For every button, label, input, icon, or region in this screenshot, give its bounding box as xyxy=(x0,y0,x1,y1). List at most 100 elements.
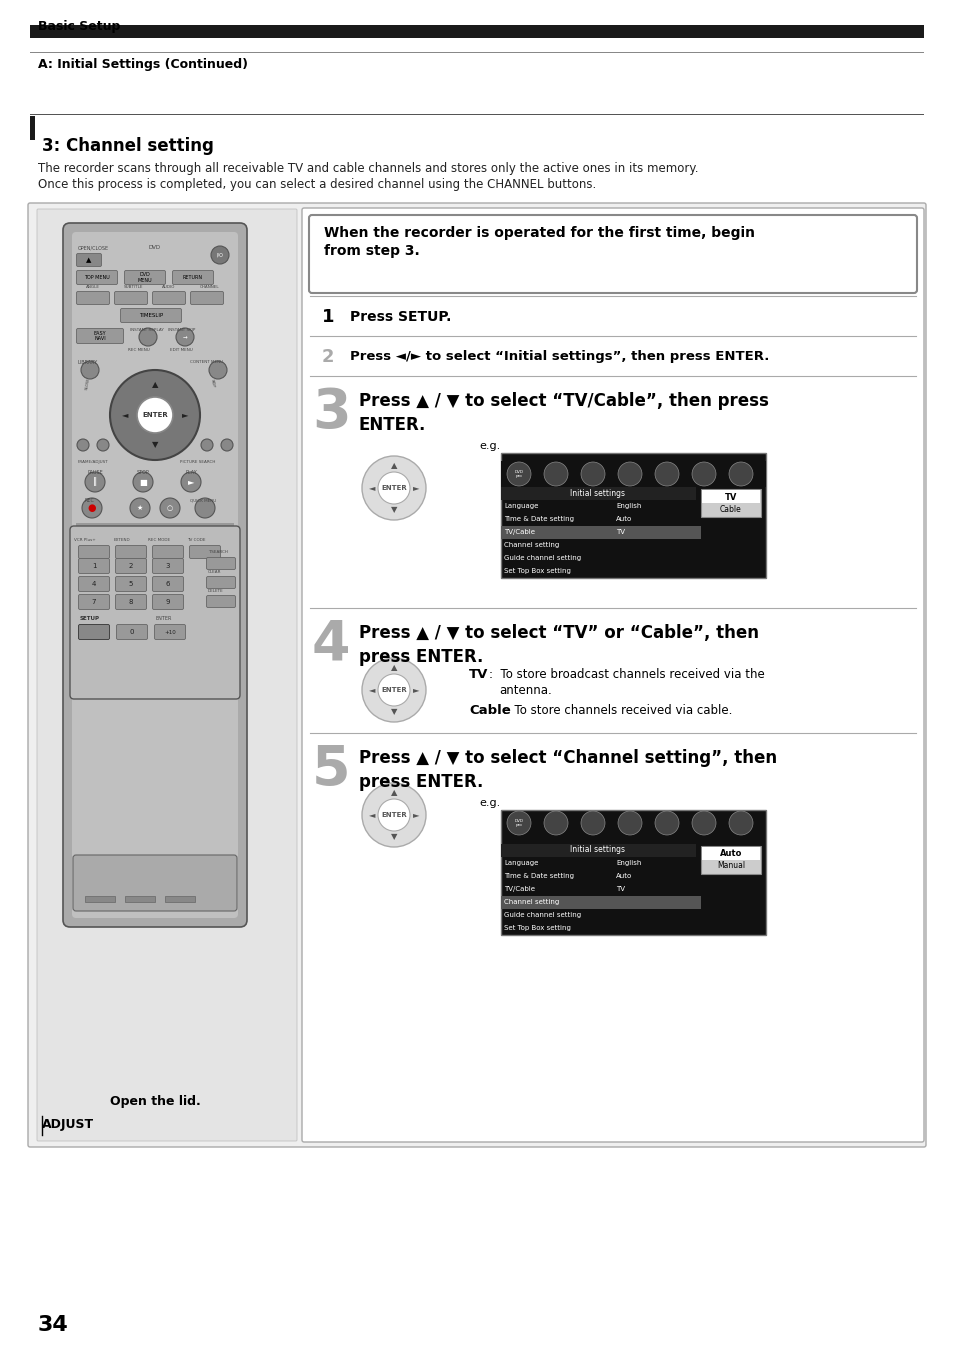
Text: CHANNEL: CHANNEL xyxy=(200,285,219,289)
Text: A: Initial Settings (Continued): A: Initial Settings (Continued) xyxy=(38,58,248,71)
Bar xyxy=(701,847,760,860)
Circle shape xyxy=(194,498,214,518)
Text: Guide channel setting: Guide channel setting xyxy=(503,555,580,561)
Text: +10: +10 xyxy=(164,630,175,634)
Text: Auto: Auto xyxy=(616,874,632,879)
Circle shape xyxy=(130,498,150,518)
Text: ★: ★ xyxy=(136,505,143,511)
Circle shape xyxy=(543,812,567,835)
Text: REC MODE: REC MODE xyxy=(148,538,170,542)
Text: ▼: ▼ xyxy=(391,506,396,514)
Text: DVD: DVD xyxy=(149,245,161,250)
Text: Manual: Manual xyxy=(717,861,744,871)
Bar xyxy=(85,896,115,902)
Circle shape xyxy=(110,370,200,460)
Text: Language: Language xyxy=(503,503,537,509)
Text: AUDIO: AUDIO xyxy=(162,285,175,289)
Text: e.g.: e.g. xyxy=(478,441,499,451)
Text: SUBTITLE: SUBTITLE xyxy=(124,285,143,289)
Text: VCR Plus+: VCR Plus+ xyxy=(74,538,95,542)
Text: DVD
pro: DVD pro xyxy=(514,818,523,828)
Text: Auto: Auto xyxy=(720,849,741,859)
Circle shape xyxy=(82,498,102,518)
Circle shape xyxy=(132,472,152,493)
Bar xyxy=(700,489,760,517)
Circle shape xyxy=(655,462,679,486)
Text: 3: 3 xyxy=(312,386,351,440)
Text: ADJUST: ADJUST xyxy=(42,1119,94,1131)
Bar xyxy=(500,526,700,538)
Text: →: → xyxy=(182,335,187,339)
Text: 1: 1 xyxy=(322,308,335,326)
Text: 0: 0 xyxy=(130,629,134,635)
Text: SETUP: SETUP xyxy=(80,616,100,621)
Text: 3: Channel setting: 3: Channel setting xyxy=(42,137,213,155)
Circle shape xyxy=(580,812,604,835)
Text: ◄: ◄ xyxy=(369,685,375,695)
Text: Set Top Box setting: Set Top Box setting xyxy=(503,925,570,931)
Text: Press ▲ / ▼ to select “Channel setting”, then
press ENTER.: Press ▲ / ▼ to select “Channel setting”,… xyxy=(358,748,777,790)
FancyBboxPatch shape xyxy=(37,209,296,1141)
Text: Set Top Box setting: Set Top Box setting xyxy=(503,568,570,573)
Text: ►: ► xyxy=(188,478,194,486)
Text: ■: ■ xyxy=(139,478,147,486)
Text: ◄: ◄ xyxy=(369,810,375,820)
Circle shape xyxy=(97,439,109,451)
FancyBboxPatch shape xyxy=(115,559,147,573)
Text: 4: 4 xyxy=(312,618,350,672)
Text: Time & Date setting: Time & Date setting xyxy=(503,516,574,522)
Text: OPEN/CLOSE: OPEN/CLOSE xyxy=(78,245,109,250)
Circle shape xyxy=(361,456,426,520)
Bar xyxy=(500,454,765,577)
Text: ▼: ▼ xyxy=(391,832,396,841)
FancyBboxPatch shape xyxy=(71,232,237,918)
Text: DELETE: DELETE xyxy=(208,590,224,594)
Text: Press SETUP.: Press SETUP. xyxy=(350,310,451,324)
Text: EXTEND: EXTEND xyxy=(113,538,131,542)
FancyBboxPatch shape xyxy=(70,526,240,699)
Text: SKIP: SKIP xyxy=(210,378,215,388)
Text: EASY
NAVI: EASY NAVI xyxy=(93,331,106,342)
Text: ▲: ▲ xyxy=(152,381,158,389)
Text: ►: ► xyxy=(413,685,418,695)
Circle shape xyxy=(137,397,172,433)
Text: ▲: ▲ xyxy=(391,789,396,797)
FancyBboxPatch shape xyxy=(125,271,165,284)
Text: e.g.: e.g. xyxy=(478,798,499,808)
Circle shape xyxy=(209,361,227,380)
FancyBboxPatch shape xyxy=(120,308,181,323)
Text: Cable: Cable xyxy=(469,704,510,717)
Circle shape xyxy=(181,472,201,493)
FancyBboxPatch shape xyxy=(152,545,183,559)
Text: TV: TV xyxy=(616,886,624,892)
Text: 34: 34 xyxy=(38,1315,69,1335)
Circle shape xyxy=(361,783,426,847)
Text: ▲: ▲ xyxy=(86,257,91,262)
Text: Auto: Auto xyxy=(616,516,632,522)
FancyBboxPatch shape xyxy=(28,203,925,1147)
Text: ►: ► xyxy=(182,411,188,420)
Text: ◄: ◄ xyxy=(369,483,375,493)
Text: PICTURE SEARCH: PICTURE SEARCH xyxy=(180,460,215,464)
Circle shape xyxy=(506,462,531,486)
Text: antenna.: antenna. xyxy=(498,684,551,697)
Text: 2: 2 xyxy=(129,563,133,569)
FancyBboxPatch shape xyxy=(191,292,223,304)
Text: When the recorder is operated for the first time, begin
from step 3.: When the recorder is operated for the fi… xyxy=(324,226,754,258)
Bar xyxy=(500,460,765,487)
Bar xyxy=(500,844,696,857)
Text: RETURN: RETURN xyxy=(183,275,203,280)
FancyBboxPatch shape xyxy=(309,215,916,293)
Text: SLOW: SLOW xyxy=(85,378,91,390)
Bar xyxy=(165,896,194,902)
Circle shape xyxy=(377,472,410,503)
Text: 6: 6 xyxy=(166,581,170,587)
FancyBboxPatch shape xyxy=(78,576,110,591)
FancyBboxPatch shape xyxy=(116,625,148,639)
Text: TV/Cable: TV/Cable xyxy=(503,529,535,534)
FancyBboxPatch shape xyxy=(76,253,101,267)
FancyBboxPatch shape xyxy=(78,625,110,639)
FancyBboxPatch shape xyxy=(114,292,148,304)
Text: Initial settings: Initial settings xyxy=(570,845,625,855)
Text: 5: 5 xyxy=(129,581,133,587)
